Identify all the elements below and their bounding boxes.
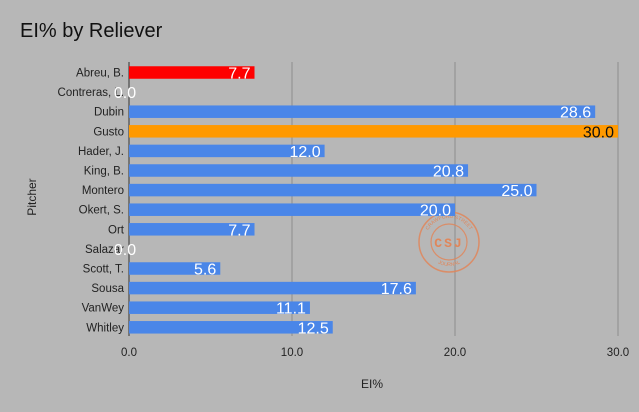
value-label: 20.0 xyxy=(420,203,451,220)
value-label: 7.7 xyxy=(228,222,250,239)
bars xyxy=(129,66,618,334)
value-label: 25.0 xyxy=(501,183,532,200)
bar xyxy=(129,164,469,177)
category-label: Contreras, L. xyxy=(58,87,124,99)
category-labels: Abreu, B. Contreras, L. Dubin Gusto Hader, J… xyxy=(58,68,125,335)
x-axis-label: EI% xyxy=(361,377,384,391)
value-label: 17.6 xyxy=(381,281,412,298)
bar xyxy=(129,66,255,79)
bar xyxy=(129,301,310,314)
value-label: 7.7 xyxy=(228,66,250,83)
bar xyxy=(129,105,596,118)
watermark-ring-text: JOURNAL xyxy=(437,260,461,269)
bar xyxy=(129,144,325,158)
x-tick-label: 30.0 xyxy=(607,347,629,359)
value-label: 12.0 xyxy=(289,144,320,161)
category-label: Scott, T. xyxy=(83,264,124,276)
bar xyxy=(129,125,618,138)
bar xyxy=(129,262,221,275)
category-label: Whitley xyxy=(86,322,124,334)
watermark-text: CSJ xyxy=(434,236,463,251)
value-label: 5.6 xyxy=(194,262,216,279)
bar xyxy=(129,321,333,334)
category-label: VanWey xyxy=(82,303,125,315)
value-label: 12.5 xyxy=(298,320,329,337)
category-label: Sousa xyxy=(91,283,124,295)
value-label: 28.6 xyxy=(560,105,591,122)
category-label: Hader, J. xyxy=(78,146,124,158)
value-label: 30.0 xyxy=(583,124,614,141)
category-label: Abreu, B. xyxy=(76,68,124,80)
chart-title: EI% by Reliever xyxy=(20,20,163,42)
category-label: King, B. xyxy=(84,166,124,178)
category-label: Okert, S. xyxy=(79,205,124,217)
value-label: 0.0 xyxy=(114,85,136,102)
category-label: Gusto xyxy=(93,126,124,138)
bar xyxy=(129,203,455,216)
watermark-inner-ring xyxy=(430,223,468,261)
value-labels: 7.7 0.0 28.6 30.0 12.0 20.8 25.0 20.0 7.7 0.0 5.6 1… xyxy=(114,66,614,338)
value-label: 11.1 xyxy=(276,301,306,318)
category-label: Montero xyxy=(82,185,124,197)
gridlines xyxy=(128,62,619,336)
x-tick-labels: 0.0 10.0 20.0 30.0 xyxy=(121,347,629,359)
bar xyxy=(129,281,416,295)
value-label: 0.0 xyxy=(114,242,136,259)
bar xyxy=(129,183,537,197)
x-tick-label: 0.0 xyxy=(121,347,137,359)
category-label: Salazar xyxy=(85,244,124,256)
category-label: Dubin xyxy=(94,107,124,119)
value-label: 20.8 xyxy=(433,164,464,181)
x-tick-label: 10.0 xyxy=(281,347,303,359)
category-label: Ort xyxy=(108,224,125,236)
bar xyxy=(129,223,255,236)
x-tick-label: 20.0 xyxy=(444,347,466,359)
